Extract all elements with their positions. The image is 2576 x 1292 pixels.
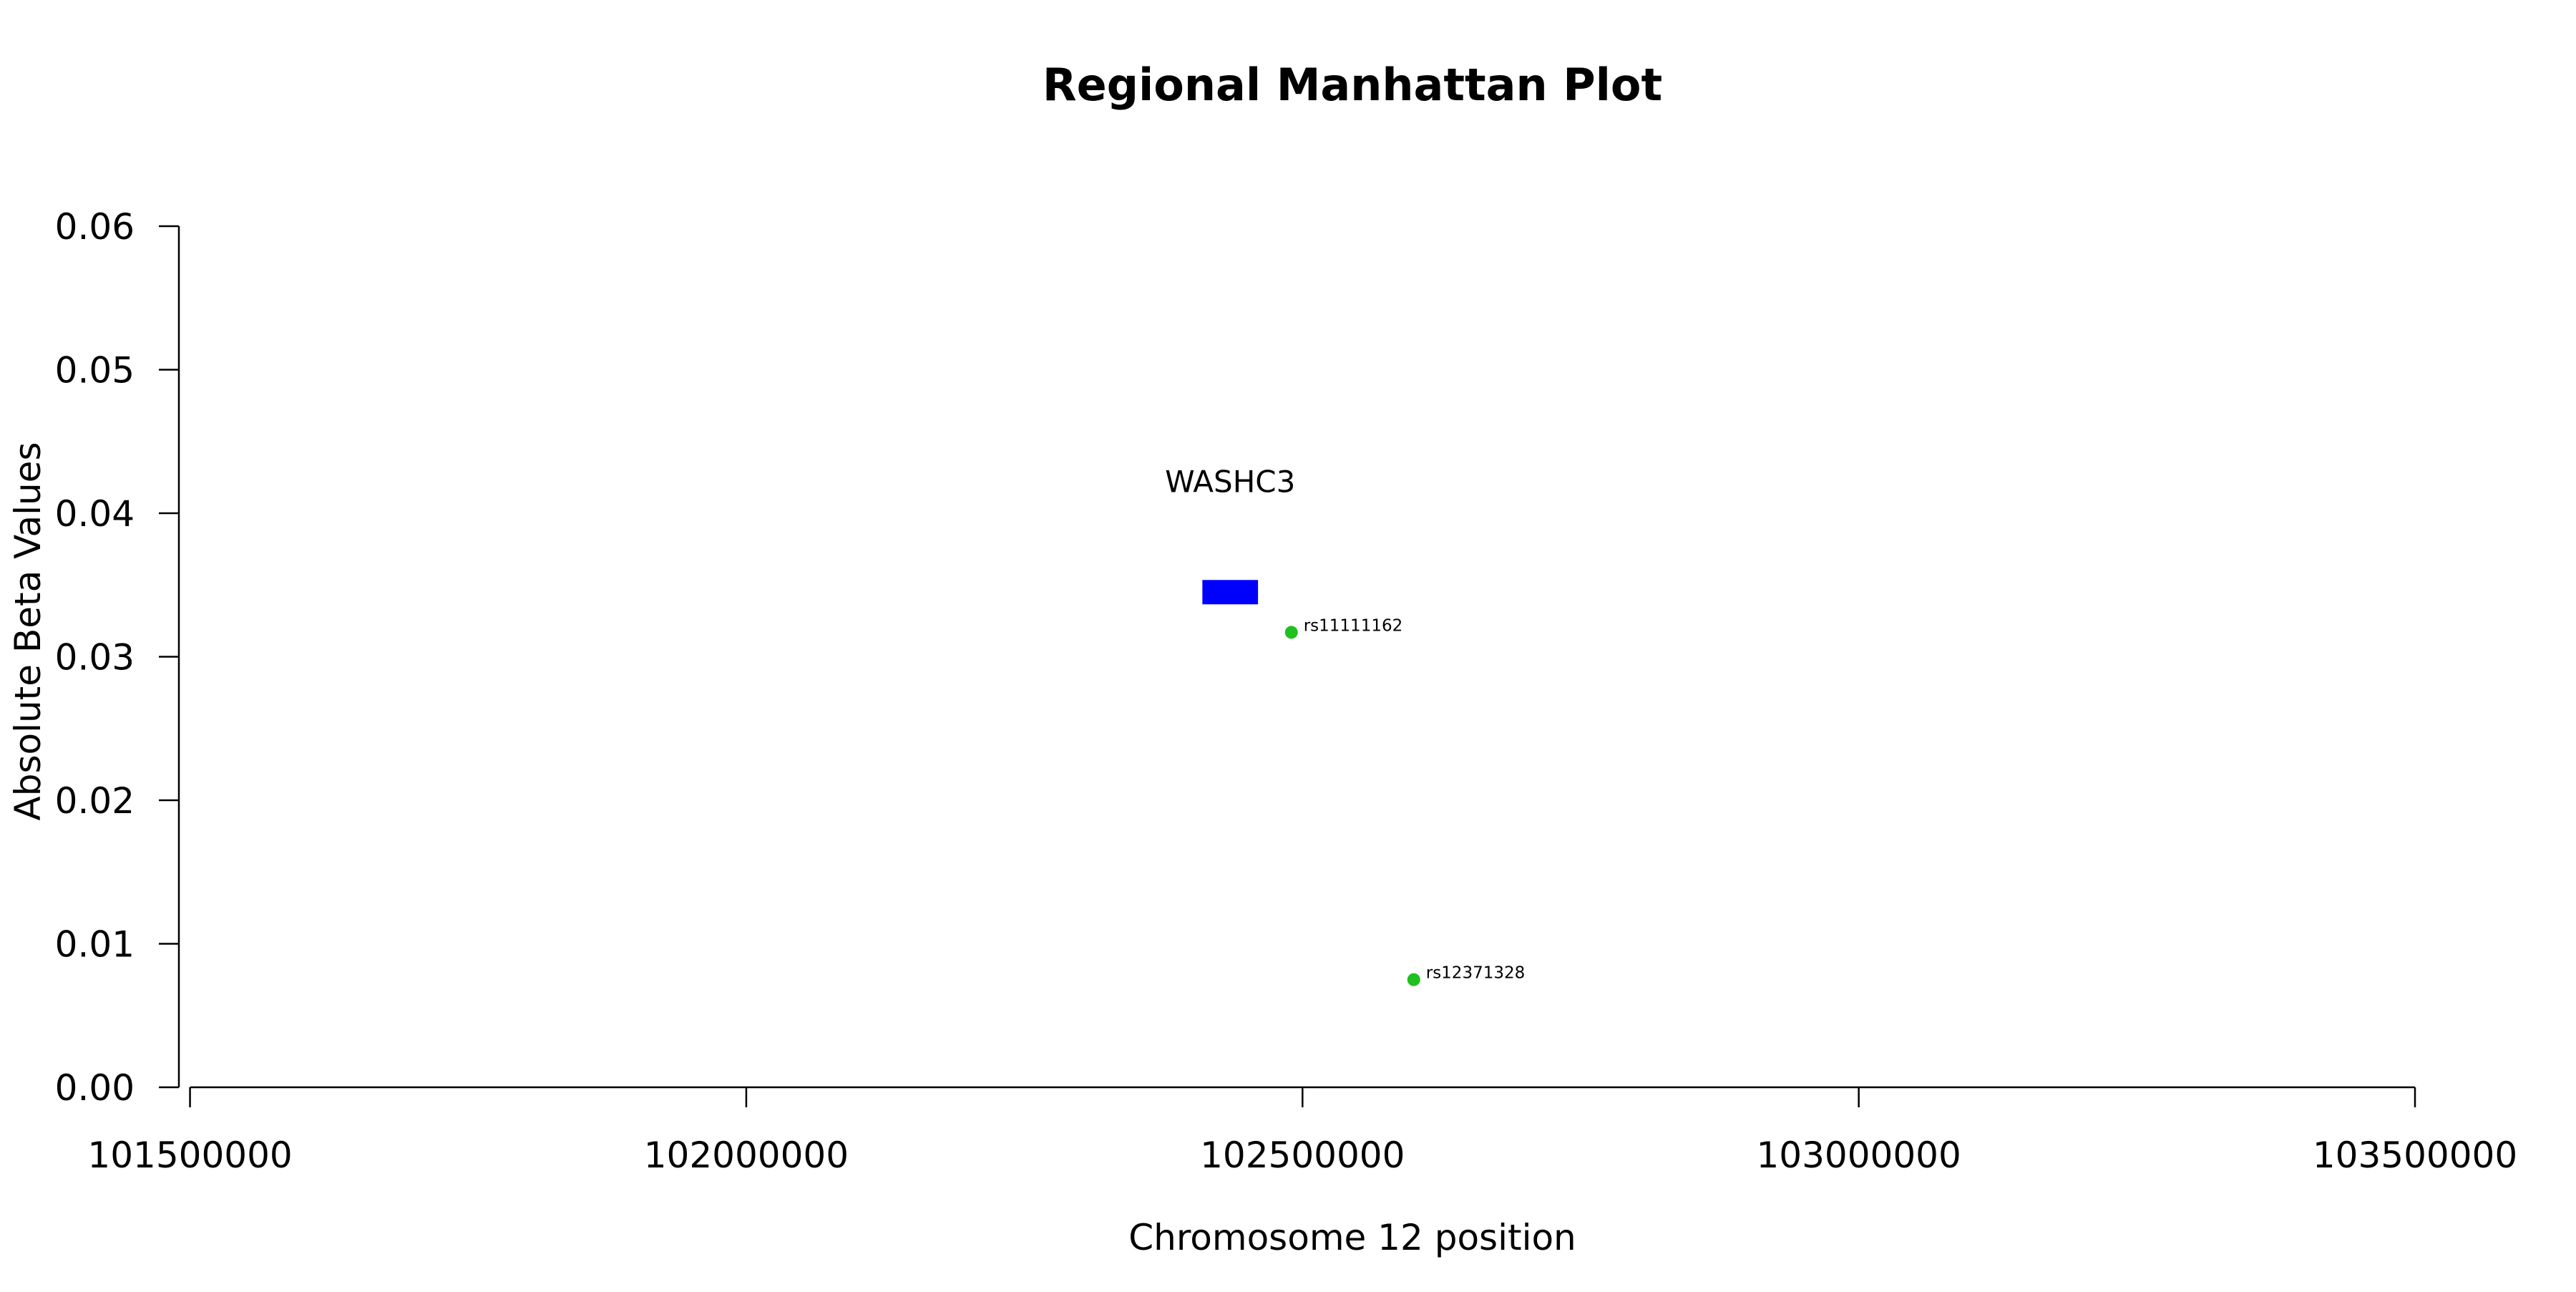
x-tick-label: 102000000 <box>644 1135 849 1176</box>
y-tick-label: 0.01 <box>55 924 135 966</box>
x-tick-label: 102500000 <box>1200 1135 1405 1176</box>
gene-label: WASHC3 <box>1165 464 1295 499</box>
snp-point <box>1284 626 1298 639</box>
gene-bar <box>1202 580 1259 605</box>
y-tick-label: 0.02 <box>55 780 135 822</box>
y-tick-label: 0.06 <box>55 206 135 248</box>
snp-point <box>1407 973 1420 986</box>
y-tick-label: 0.05 <box>55 350 135 392</box>
gene-layer: WASHC3 <box>1165 464 1295 605</box>
x-axis-label: Chromosome 12 position <box>1128 1217 1576 1258</box>
snp-label: rs12371328 <box>1426 964 1526 983</box>
x-tick-label: 101500000 <box>87 1135 292 1176</box>
y-tick-label: 0.00 <box>55 1067 135 1109</box>
chart-title: Regional Manhattan Plot <box>1043 59 1662 111</box>
y-axis-label: Absolute Beta Values <box>7 442 49 821</box>
axes: 0.00 0.01 0.02 0.03 0.04 0.05 0.06 101500000 102… <box>55 206 2517 1176</box>
snp-label: rs11111162 <box>1304 616 1403 635</box>
y-tick-label: 0.04 <box>55 493 135 535</box>
x-tick-label: 103500000 <box>2313 1135 2517 1176</box>
snp-points-layer: rs11111162 rs12371328 <box>1284 616 1526 986</box>
x-tick-label: 103000000 <box>1756 1135 1961 1176</box>
y-tick-label: 0.03 <box>55 637 135 679</box>
